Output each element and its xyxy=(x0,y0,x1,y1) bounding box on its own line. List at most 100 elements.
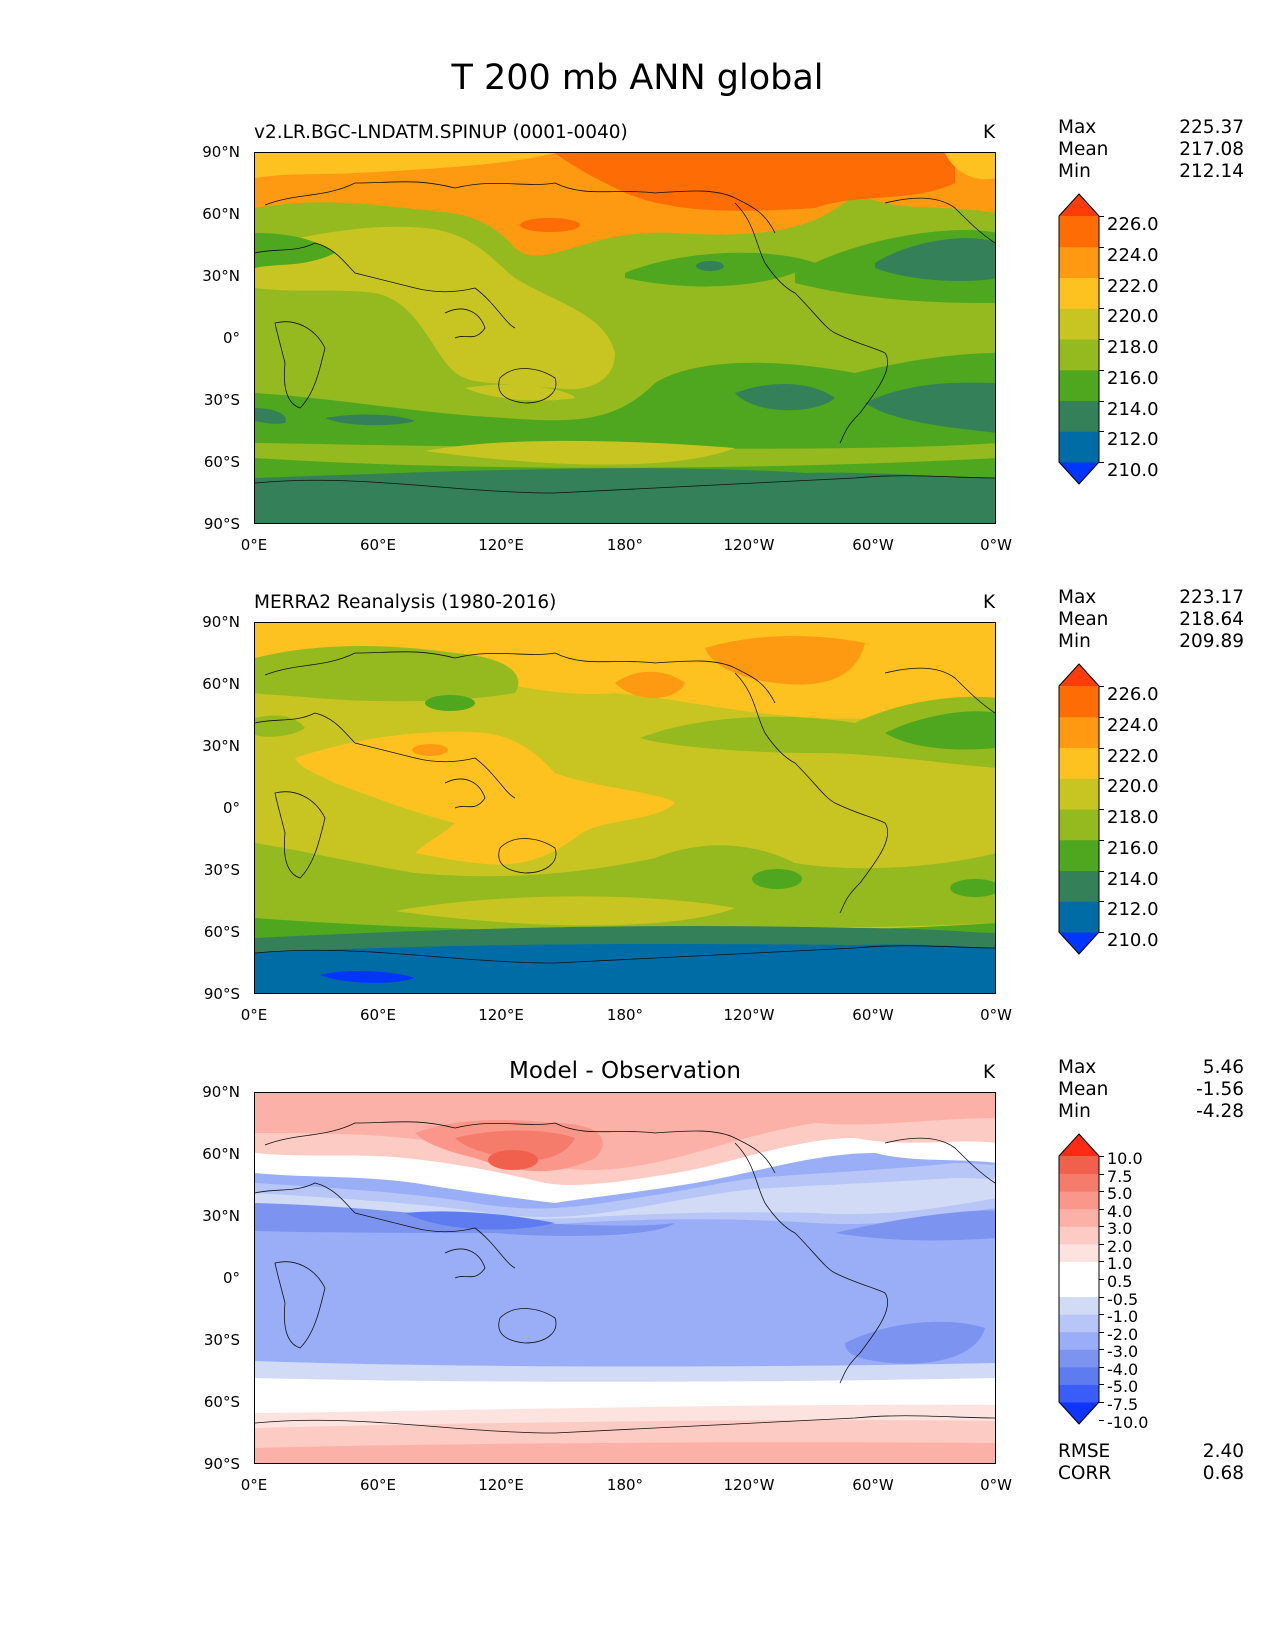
contour-map xyxy=(255,623,995,993)
colorbar-tick-label: -1.0 xyxy=(1107,1307,1139,1327)
colorbar-segment xyxy=(1059,246,1099,278)
colorbar-tick-label: 224.0 xyxy=(1107,714,1159,736)
panel-observation: MERRA2 Reanalysis (1980-2016) K xyxy=(0,0,1275,1024)
x-tick-label: 120°W xyxy=(723,1006,775,1024)
units-label: K xyxy=(983,1062,996,1083)
y-tick-label: 90°N xyxy=(202,1083,240,1101)
map-difference xyxy=(254,1092,996,1464)
colorbar-segment xyxy=(1059,1191,1099,1210)
colorbar-tick-label: 2.0 xyxy=(1107,1236,1133,1256)
units-label: K xyxy=(983,592,996,613)
colorbar-segment xyxy=(1059,339,1099,371)
colorbar-segment xyxy=(1059,1173,1099,1192)
colorbar-tick-label: 0.5 xyxy=(1107,1272,1133,1291)
colorbar-tick xyxy=(1099,1191,1104,1193)
colorbar-tick-label: 226.0 xyxy=(1107,684,1159,705)
colorbar-tick xyxy=(1099,1261,1104,1263)
colorbar-segment xyxy=(1059,1349,1099,1368)
x-tick-label: 120°E xyxy=(478,536,524,554)
colorbar-tick-label: -3.0 xyxy=(1107,1342,1139,1362)
colorbar-tick xyxy=(1099,1314,1104,1316)
y-tick-label: 0° xyxy=(222,329,240,347)
colorbar-svg xyxy=(1058,1133,1100,1425)
colorbar-segment xyxy=(1059,839,1099,871)
contour-map xyxy=(255,1093,995,1463)
colorbar-tick xyxy=(1099,1279,1104,1280)
colorbar-tick-label: 210.0 xyxy=(1107,930,1159,951)
colorbar-svg xyxy=(1058,663,1100,955)
y-tick-label: 90°N xyxy=(202,613,240,631)
colorbar-tick-label: 224.0 xyxy=(1107,244,1159,266)
colorbar-tick xyxy=(1099,1331,1104,1333)
stat-value: -1.56 xyxy=(1196,1079,1244,1100)
y-tick-label: 60°N xyxy=(202,205,240,223)
map-model xyxy=(254,152,996,524)
colorbar-tick-label: 218.0 xyxy=(1107,337,1159,358)
colorbar-tick-label: 10.0 xyxy=(1107,1149,1143,1168)
colorbar-tick-label: 3.0 xyxy=(1107,1219,1133,1239)
figure-title: T 200 mb ANN global xyxy=(451,58,824,98)
colorbar-tick-label: 222.0 xyxy=(1107,275,1159,297)
colorbar-segment xyxy=(1059,1156,1099,1175)
y-tick-label: 30°N xyxy=(202,737,240,755)
colorbar-tick xyxy=(1099,1296,1104,1298)
colorbar-segment xyxy=(1059,369,1099,401)
y-tick-label: 30°N xyxy=(202,267,240,285)
colorbar-segment xyxy=(1059,1208,1099,1227)
colorbar-tick-label: -0.5 xyxy=(1107,1289,1139,1309)
colorbar-tick xyxy=(1099,431,1104,433)
colorbar-segment xyxy=(1059,747,1099,779)
stat-value: -4.28 xyxy=(1196,1101,1244,1122)
colorbar-tick xyxy=(1099,1402,1104,1403)
colorbar-segment xyxy=(1059,1331,1099,1350)
colorbar-tick-label: -4.0 xyxy=(1107,1359,1139,1379)
colorbar-extend-high xyxy=(1059,1134,1099,1156)
colorbar-tick xyxy=(1099,1226,1104,1228)
colorbar-tick xyxy=(1099,246,1104,248)
y-tick-label: 90°S xyxy=(203,985,240,1003)
colorbar-segment xyxy=(1059,901,1099,933)
colorbar-extend-high xyxy=(1059,664,1099,686)
colorbar-tick xyxy=(1099,1384,1104,1386)
colorbar-segment xyxy=(1059,686,1099,718)
colorbar-segment xyxy=(1059,1314,1099,1333)
colorbar-tick xyxy=(1099,716,1104,718)
y-tick-label: 30°N xyxy=(202,1207,240,1225)
colorbar-segment xyxy=(1059,870,1099,902)
stat-value: 212.14 xyxy=(1179,161,1244,182)
y-tick-label: 60°N xyxy=(202,1145,240,1163)
colorbar-tick-label: 5.0 xyxy=(1107,1184,1133,1204)
stat-label: Min xyxy=(1058,1101,1091,1122)
x-tick-label: 0°E xyxy=(240,1006,268,1024)
colorbar-segment xyxy=(1059,1296,1099,1315)
stat-label: Min xyxy=(1058,161,1091,182)
y-tick-label: 0° xyxy=(222,799,240,817)
x-tick-label: 120°E xyxy=(478,1006,524,1024)
colorbar-segment xyxy=(1059,1279,1099,1298)
stat-label: Mean xyxy=(1058,1079,1109,1100)
colorbar-segment xyxy=(1059,1243,1099,1262)
colorbar-tick-label: 220.0 xyxy=(1107,776,1159,798)
stat-label: Max xyxy=(1058,117,1097,138)
colorbar-tick xyxy=(1099,747,1104,749)
metric-value: 2.40 xyxy=(1202,1441,1244,1462)
y-tick-label: 30°S xyxy=(203,861,240,879)
colorbar-segment xyxy=(1059,1226,1099,1245)
colorbar-tick xyxy=(1099,1173,1104,1175)
x-tick-label: 180° xyxy=(606,1476,644,1494)
colorbar-tick-label: 218.0 xyxy=(1107,807,1159,828)
y-tick-label: 60°N xyxy=(202,675,240,693)
y-tick-label: 60°S xyxy=(203,453,240,471)
y-tick-label: 30°S xyxy=(203,391,240,409)
y-tick-label: 30°S xyxy=(203,1331,240,1349)
x-tick-label: 0°E xyxy=(240,1476,268,1494)
colorbar-tick xyxy=(1099,462,1104,463)
panel-title: Model - Observation xyxy=(508,1058,742,1084)
colorbar-tick xyxy=(1099,809,1104,810)
stats-box: Max 223.17 Mean 218.64 Min 209.89 xyxy=(1058,587,1244,653)
stat-label: Min xyxy=(1058,631,1091,652)
colorbar-tick xyxy=(1099,778,1104,780)
stat-value: 217.08 xyxy=(1179,139,1244,160)
colorbar-tick xyxy=(1099,870,1104,872)
colorbar-segment xyxy=(1059,277,1099,309)
